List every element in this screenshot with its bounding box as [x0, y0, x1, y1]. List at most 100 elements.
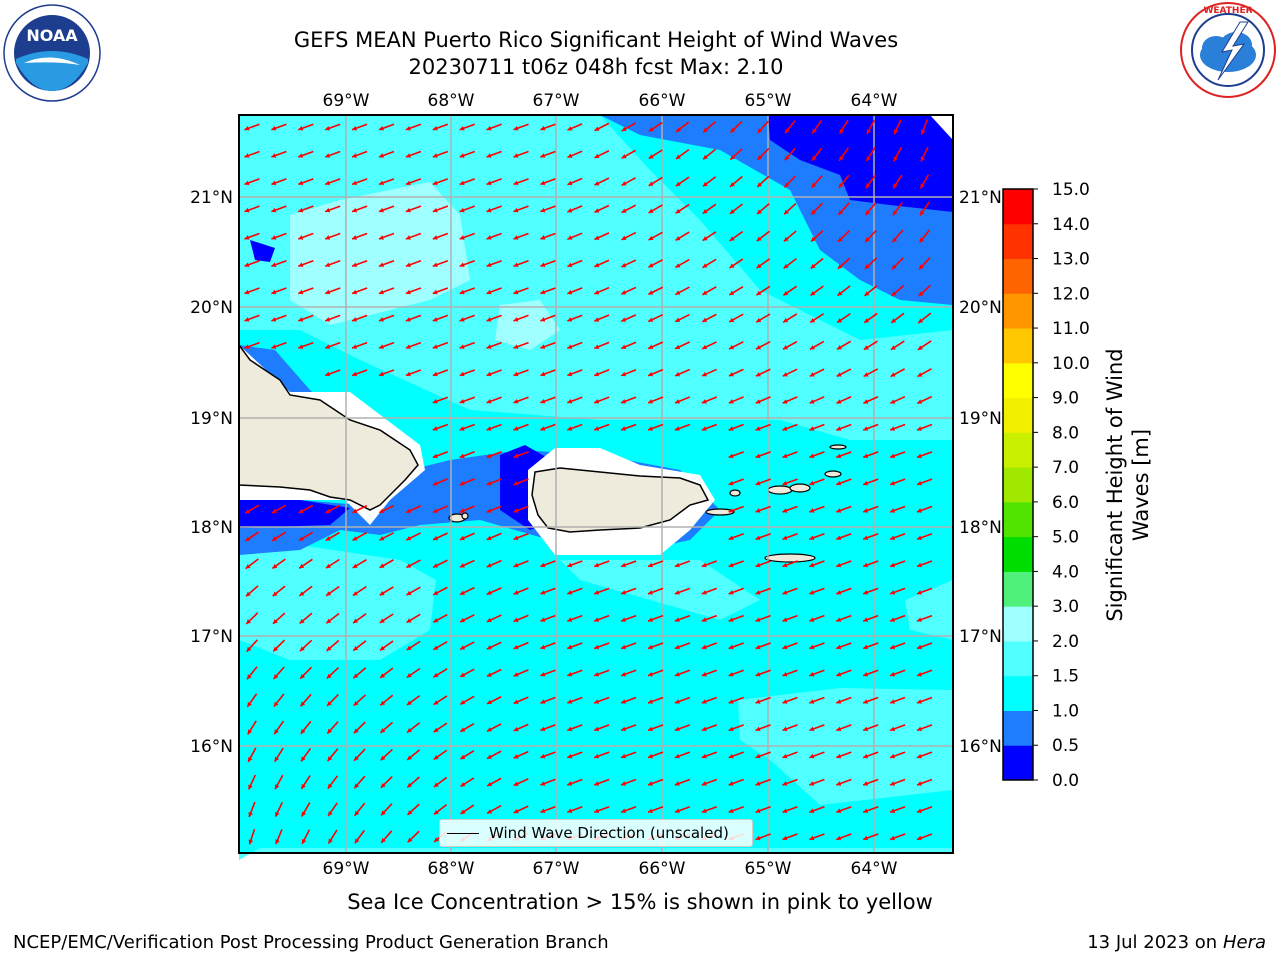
- legend-label: Wind Wave Direction (unscaled): [489, 824, 729, 842]
- puerto-rico-land: [531, 467, 710, 533]
- wave-arrow-head: [890, 426, 896, 431]
- wave-arrow-head: [782, 617, 788, 622]
- wave-arrow-head: [674, 426, 680, 431]
- wave-arrow-head: [836, 753, 842, 759]
- wave-arrow-head: [594, 344, 600, 349]
- wave-arrow-head: [863, 535, 869, 540]
- wave-arrow-head: [836, 345, 842, 350]
- wave-arrow-head: [486, 453, 492, 459]
- wave-arrow-head: [621, 562, 627, 568]
- wave-arrow-head: [486, 398, 492, 404]
- wave-arrow-head: [702, 317, 708, 322]
- wave-arrow-head: [755, 508, 761, 513]
- wave-arrow-head: [621, 590, 627, 595]
- wave-arrow-head: [782, 808, 788, 813]
- wave-arrow-head: [701, 644, 707, 650]
- wave-arrow-head: [755, 562, 761, 568]
- wave-arrow-head: [893, 129, 899, 135]
- wave-arrow-head: [594, 590, 600, 595]
- wave-arrow-head: [621, 181, 627, 186]
- wave-arrow-head: [594, 235, 600, 240]
- wave-arrow-head: [782, 399, 788, 404]
- wave-arrow-head: [540, 699, 546, 704]
- wave-arrow-head: [244, 207, 250, 213]
- wave-arrow-head: [810, 236, 816, 242]
- wave-arrow-head: [325, 235, 331, 240]
- wave-arrow-head: [405, 371, 411, 377]
- wave-arrow-head: [540, 317, 546, 322]
- wave-arrow-head: [459, 180, 465, 186]
- wave-arrow-head: [380, 783, 386, 788]
- wave-arrow-head: [890, 753, 896, 759]
- wave-arrow-head: [459, 289, 465, 295]
- wave-arrow-head: [486, 262, 492, 267]
- wave-arrow-head: [379, 536, 385, 541]
- wave-arrow-head: [354, 838, 360, 844]
- wave-arrow-head: [784, 155, 790, 161]
- wave-arrow-head: [379, 618, 385, 623]
- wave-arrow-head: [890, 535, 896, 540]
- wave-arrow-head: [782, 453, 788, 459]
- small-island: [764, 553, 816, 563]
- wave-arrow-head: [433, 535, 439, 541]
- chart-title: GEFS MEAN Puerto Rico Significant Height…: [293, 28, 899, 52]
- lon-tick-top: 69°W: [323, 91, 370, 111]
- wave-arrow-head: [567, 153, 573, 158]
- wave-arrow-head: [728, 590, 734, 595]
- wave-arrow-head: [299, 591, 305, 596]
- colorbar-tick-label: 3.0: [1052, 597, 1079, 617]
- wave-arrow-head: [836, 399, 842, 404]
- wave-arrow-head: [755, 726, 761, 732]
- wave-arrow-head: [486, 699, 492, 705]
- wave-arrow-head: [459, 207, 465, 213]
- wave-arrow-head: [433, 809, 439, 815]
- colorbar-bin: [1003, 640, 1033, 677]
- wave-arrow-head: [890, 699, 896, 704]
- wave-arrow-head: [271, 262, 277, 267]
- small-island: [729, 489, 741, 497]
- wave-arrow-head: [621, 153, 627, 159]
- wave-arrow-head: [432, 481, 438, 486]
- wave-arrow-head: [245, 536, 251, 541]
- wave-arrow-head: [809, 808, 815, 813]
- wave-arrow-head: [918, 291, 924, 297]
- wave-arrow-head: [674, 671, 680, 677]
- lon-tick-top: 66°W: [639, 91, 686, 111]
- wave-arrow-head: [782, 535, 788, 540]
- wave-arrow-head: [782, 480, 788, 486]
- wave-arrow-head: [325, 207, 331, 213]
- wave-arrow-head: [407, 837, 413, 843]
- wave-arrow-head: [812, 128, 817, 134]
- wave-arrow-head: [433, 645, 439, 650]
- wave-arrow-head: [890, 453, 896, 459]
- wave-arrow-head: [890, 372, 896, 377]
- wave-arrow-head: [567, 344, 573, 349]
- wave-arrow-head: [594, 808, 600, 813]
- wave-arrow-head: [594, 781, 600, 786]
- wave-arrow-head: [275, 784, 280, 790]
- wave-arrow-head: [513, 617, 519, 622]
- wave-arrow-head: [916, 671, 922, 677]
- wave-arrow-head: [675, 371, 681, 377]
- wave-arrow-head: [380, 728, 386, 733]
- small-island: [461, 512, 469, 520]
- wave-arrow-head: [486, 727, 492, 732]
- wave-arrow-head: [728, 753, 734, 759]
- wave-arrow-head: [271, 235, 277, 240]
- wave-arrow-head: [459, 535, 465, 541]
- wave-arrow-head: [407, 810, 413, 815]
- wave-arrow-head: [729, 290, 735, 295]
- wave-arrow-head: [916, 808, 922, 813]
- wave-arrow-head: [460, 617, 466, 623]
- wave-arrow-head: [809, 345, 815, 350]
- lat-tick-left: 20°N: [190, 298, 233, 318]
- wave-arrow-head: [244, 344, 250, 349]
- wave-arrow-head: [298, 289, 304, 295]
- wave-arrow-head: [728, 535, 734, 540]
- wave-arrow-head: [648, 127, 654, 132]
- wave-arrow-head: [459, 344, 465, 349]
- wave-arrow-head: [890, 808, 896, 813]
- colorbar-bin: [1003, 675, 1033, 711]
- wave-arrow-head: [890, 590, 896, 595]
- map-legend: Wind Wave Direction (unscaled): [439, 819, 753, 847]
